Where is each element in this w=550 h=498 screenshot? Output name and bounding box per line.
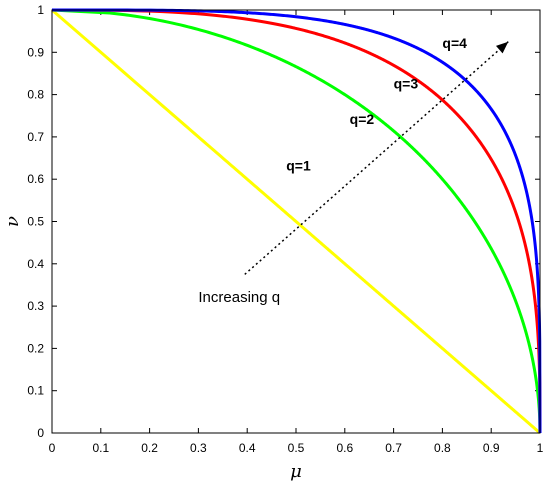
curve-label-q=4: q=4	[442, 35, 467, 51]
plot-area-frame	[51, 9, 541, 434]
y-tick-label: 1	[37, 3, 44, 17]
x-tick-label: 1	[537, 441, 544, 455]
arrowhead-icon	[495, 41, 509, 54]
x-tick-label: 0	[49, 441, 56, 455]
increasing-q-arrow-line	[244, 41, 509, 275]
x-tick-label: 0.7	[385, 441, 402, 455]
x-tick-label: 0.6	[336, 441, 353, 455]
y-tick-label: 0.1	[27, 384, 44, 398]
y-tick-label: 0.4	[27, 257, 44, 271]
x-tick-label: 0.3	[190, 441, 207, 455]
series-line-q=1	[51, 8, 542, 435]
curve-label-q=3: q=3	[394, 75, 419, 91]
y-tick-label: 0.5	[27, 215, 44, 229]
series-layer	[51, 8, 542, 435]
x-tick-label: 0.9	[483, 441, 500, 455]
x-tick-label: 0.4	[239, 441, 256, 455]
series-line-q=4	[51, 8, 542, 434]
series-line-q=2	[51, 8, 542, 434]
curve-labels: q=1 q=2 q=3 q=4	[286, 35, 467, 174]
annotation-layer: Increasing q	[198, 41, 509, 306]
y-tick-label: 0.9	[27, 45, 44, 59]
curve-label-q=1: q=1	[286, 158, 311, 174]
y-axis-title: ν	[2, 216, 23, 227]
y-tick-label: 0.8	[27, 88, 44, 102]
curve-label-q=2: q=2	[350, 111, 375, 127]
x-axis-title: μ	[290, 461, 302, 482]
x-tick-label: 0.2	[141, 441, 158, 455]
series-line-q=3	[51, 8, 542, 434]
y-tick-label: 0	[37, 426, 44, 440]
x-tick-label: 0.8	[434, 441, 451, 455]
y-tick-label: 0.3	[27, 299, 44, 313]
y-tick-label: 0.6	[27, 172, 44, 186]
y-axis-ticks: 0 0.1 0.2 0.3 0.4 0.5 0.6 0.7 0.8 0.9 1	[27, 3, 540, 440]
x-tick-label: 0.5	[288, 441, 305, 455]
x-tick-label: 0.1	[92, 441, 109, 455]
x-axis-ticks: 0 0.1 0.2 0.3 0.4 0.5 0.6 0.7 0.8 0.9 1	[49, 10, 544, 455]
increasing-q-label: Increasing q	[198, 289, 280, 306]
y-tick-label: 0.7	[27, 130, 44, 144]
y-tick-label: 0.2	[27, 341, 44, 355]
